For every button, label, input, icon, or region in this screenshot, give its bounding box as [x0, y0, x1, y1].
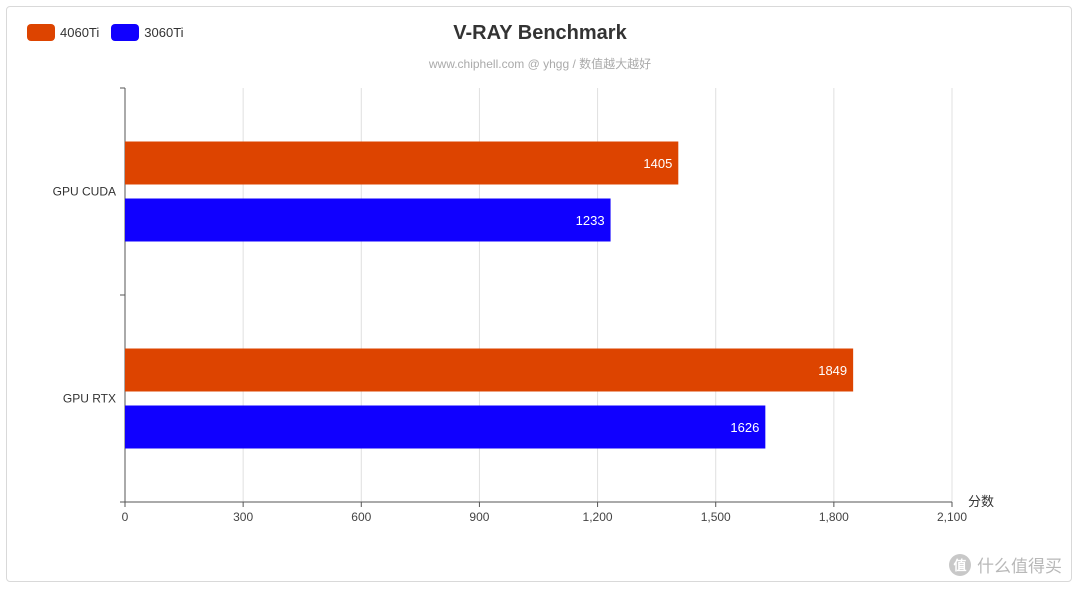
x-tick-label: 1,500 — [701, 510, 731, 524]
bar — [125, 405, 766, 449]
x-tick-label: 0 — [122, 510, 129, 524]
x-tick-label: 600 — [351, 510, 371, 524]
smzdm-logo-icon: 值 — [949, 553, 971, 576]
watermark: 值 什么值得买 — [949, 552, 1062, 577]
bar-data-label: 1849 — [818, 363, 847, 378]
y-category-label: GPU CUDA — [53, 185, 116, 199]
bar — [125, 348, 854, 392]
bar-data-label: 1233 — [576, 213, 605, 228]
x-tick-label: 1,200 — [583, 510, 613, 524]
legend-item-3060ti[interactable]: 3060Ti — [111, 24, 184, 41]
watermark-text: 什么值得买 — [977, 557, 1062, 576]
chart-subtitle: www.chiphell.com @ yhgg / 数值越大越好 — [428, 57, 652, 71]
legend-label-4060ti: 4060Ti — [60, 25, 100, 40]
x-tick-label: 900 — [469, 510, 489, 524]
legend-swatch-4060ti — [27, 24, 55, 41]
legend-swatch-3060ti — [111, 24, 140, 41]
legend-label-3060ti: 3060Ti — [144, 25, 184, 40]
chart-legend: 4060Ti 3060Ti — [27, 24, 184, 41]
bar-data-label: 1626 — [730, 420, 759, 435]
x-axis-title: 分数 — [968, 495, 994, 510]
x-tick-label: 300 — [233, 510, 253, 524]
bar-data-label: 1405 — [643, 156, 672, 171]
legend-item-4060ti[interactable]: 4060Ti — [27, 24, 99, 41]
x-tick-label: 1,800 — [819, 510, 849, 524]
x-tick-label: 2,100 — [937, 510, 967, 524]
chart-title: V-RAY Benchmark — [453, 22, 627, 44]
chart-card — [6, 6, 1072, 582]
bar — [125, 141, 679, 185]
y-category-label: GPU RTX — [63, 392, 116, 406]
bar — [125, 198, 611, 242]
